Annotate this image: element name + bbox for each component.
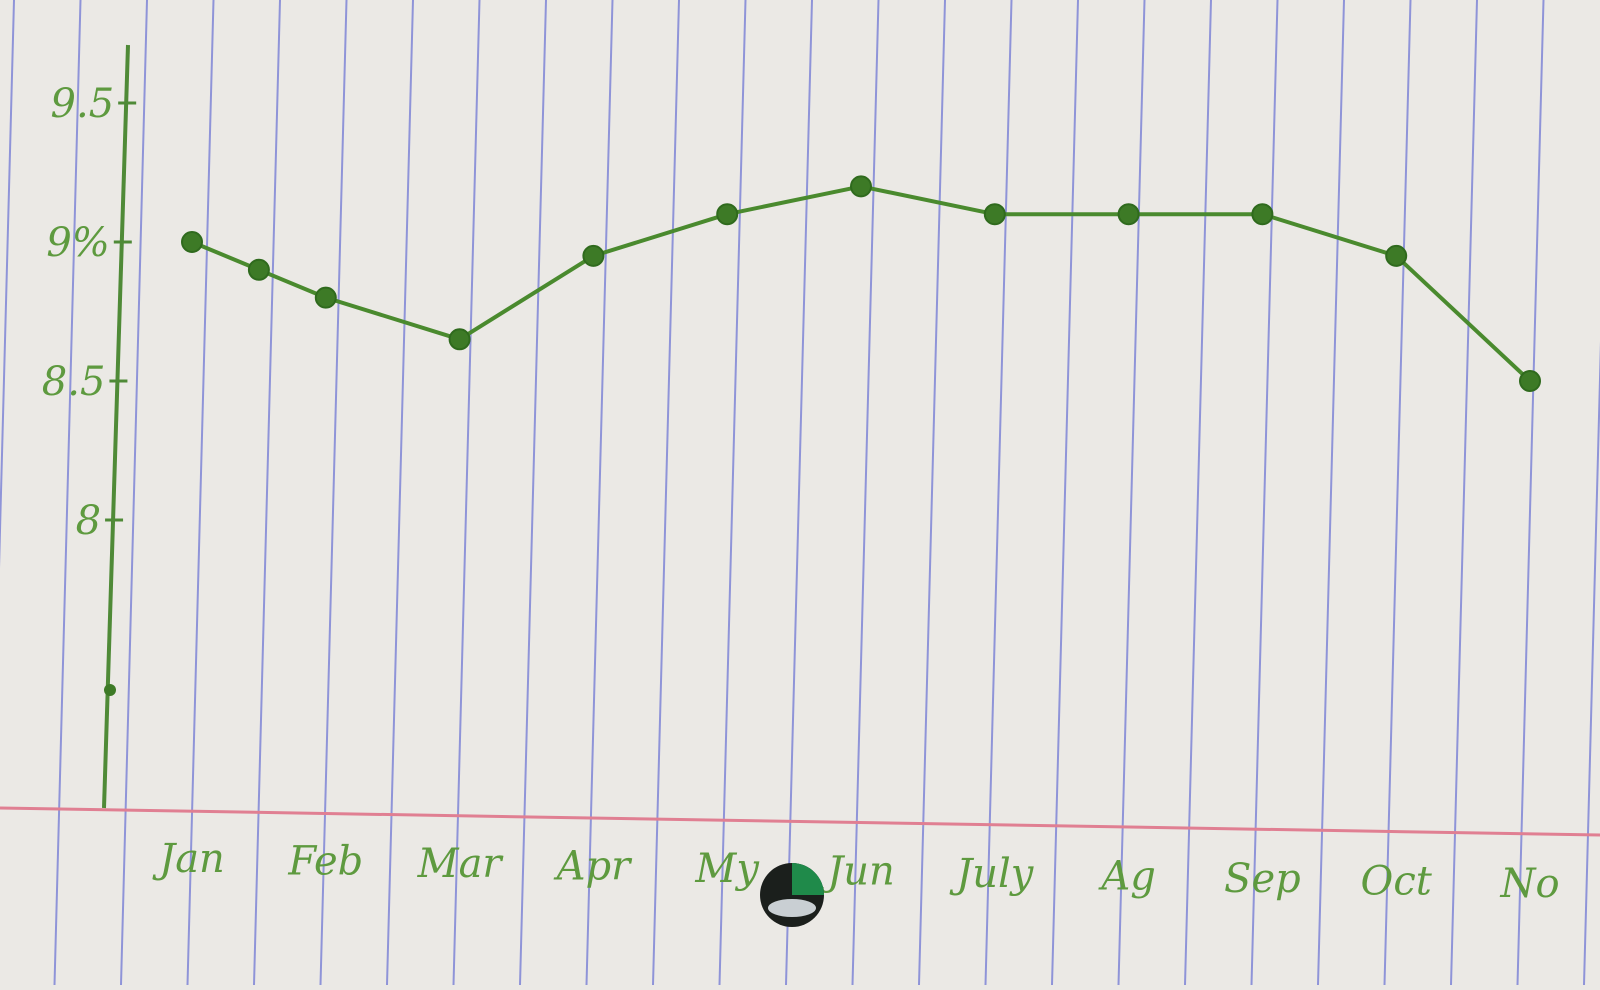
data-point xyxy=(181,231,203,253)
paper-rule-line xyxy=(1583,340,1600,986)
paper-rule-line xyxy=(785,0,813,986)
paper-rule-line xyxy=(519,0,547,986)
paper-rule-line xyxy=(186,0,215,986)
x-category-label: Feb xyxy=(287,839,363,885)
x-category-label: Sep xyxy=(1224,856,1301,902)
x-category-label: Jun xyxy=(820,849,895,895)
paper-rule-line xyxy=(0,0,15,569)
paper-rule-line xyxy=(1184,0,1212,986)
paper-margin-line xyxy=(0,806,1600,837)
x-category-label: No xyxy=(1499,861,1559,907)
paper-rule-line xyxy=(1117,0,1146,986)
paper-rule-line xyxy=(452,0,481,986)
paper-rule-line xyxy=(585,0,614,986)
x-category-label: July xyxy=(949,851,1035,897)
data-point xyxy=(1251,203,1274,226)
y-axis-dot xyxy=(104,684,116,696)
data-point xyxy=(314,286,337,309)
data-point xyxy=(247,258,270,281)
series-line xyxy=(190,184,1532,383)
x-category-label: Mar xyxy=(417,841,505,887)
paper-rule-line xyxy=(1317,0,1345,986)
data-point xyxy=(1385,244,1408,267)
paper-rule-line xyxy=(120,0,148,986)
data-point xyxy=(1117,203,1140,226)
data-point xyxy=(716,203,739,226)
data-point xyxy=(582,244,605,267)
y-axis-line xyxy=(102,44,130,809)
paper-rule-line xyxy=(1450,0,1478,986)
y-axis-ticks: 9.5 9% 8.5 8 xyxy=(42,81,137,696)
y-tick-label: 8.5 xyxy=(42,359,106,405)
paper-rule-line xyxy=(53,0,82,986)
paper-rule-line xyxy=(984,0,1013,986)
x-category-label: Ag xyxy=(1097,854,1156,900)
paper-rule-line xyxy=(1383,0,1412,986)
x-category-label: Jan xyxy=(152,836,225,882)
x-category-label: My xyxy=(694,846,760,892)
data-point xyxy=(850,175,872,198)
paper-rule-line xyxy=(1250,0,1279,986)
x-axis-labels: Jan Feb Mar Apr My Jun July Ag Sep Oct No xyxy=(152,836,1559,907)
paper-rule-line xyxy=(851,0,880,986)
x-category-label: Oct xyxy=(1361,859,1433,905)
paper-rule-line xyxy=(386,0,414,986)
paper-rule-line xyxy=(1516,0,1545,986)
series-markers xyxy=(181,175,1541,392)
data-point xyxy=(448,328,471,351)
data-point xyxy=(983,203,1006,226)
paper-rule-line xyxy=(918,0,946,986)
paper-rule-line xyxy=(319,0,348,986)
paper-rule-line xyxy=(253,0,281,986)
paper-punch-hole xyxy=(760,863,824,927)
y-tick-label: 9.5 xyxy=(51,81,115,127)
paper-rule-line xyxy=(652,0,680,986)
y-tick-label: 9% xyxy=(46,220,109,266)
data-point xyxy=(1519,370,1541,392)
paper-rule-line xyxy=(718,0,747,986)
x-category-label: Apr xyxy=(553,844,633,890)
paper-rule-line xyxy=(1051,0,1079,986)
y-tick-label: 8 xyxy=(76,498,101,544)
